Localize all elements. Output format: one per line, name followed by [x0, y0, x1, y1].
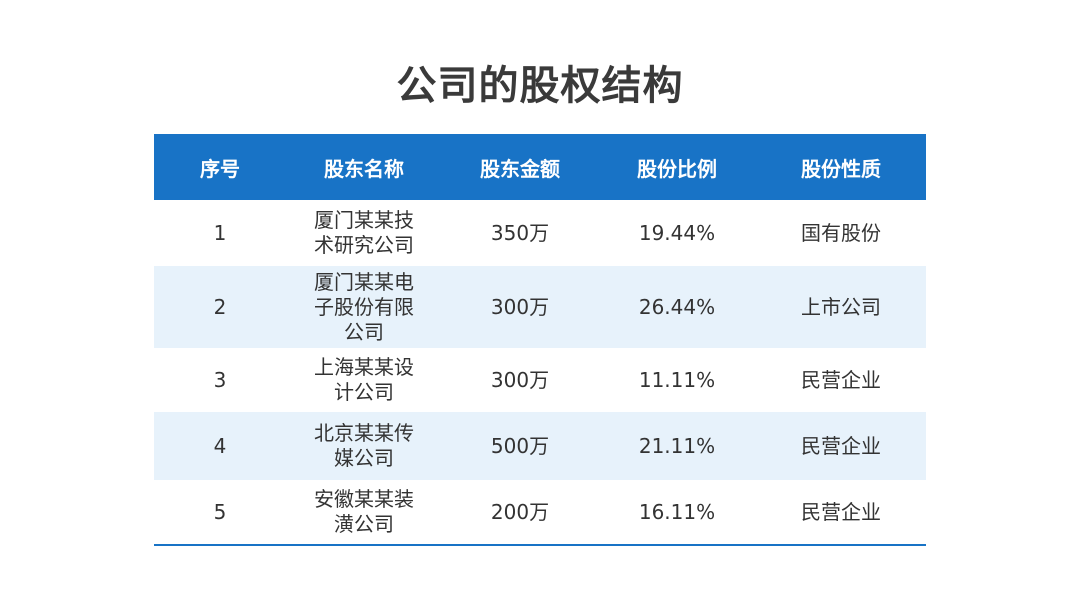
- cell-nature: 国有股份: [756, 200, 926, 266]
- cell-index: 5: [154, 480, 286, 546]
- cell-ratio: 11.11%: [598, 348, 756, 412]
- cell-amount: 300万: [442, 266, 598, 348]
- cell-amount: 300万: [442, 348, 598, 412]
- cell-name: 上海某某设计公司: [286, 348, 442, 412]
- cell-nature: 民营企业: [756, 412, 926, 480]
- cell-amount: 350万: [442, 200, 598, 266]
- header-amount: 股东金额: [442, 134, 598, 200]
- header-index: 序号: [154, 134, 286, 200]
- table-row: 2 厦门某某电子股份有限公司 300万 26.44% 上市公司: [154, 266, 926, 348]
- cell-index: 3: [154, 348, 286, 412]
- cell-index: 1: [154, 200, 286, 266]
- cell-name-text: 厦门某某电子股份有限公司: [314, 269, 414, 344]
- cell-name: 北京某某传媒公司: [286, 412, 442, 480]
- cell-name: 厦门某某电子股份有限公司: [286, 266, 442, 348]
- cell-name-text: 厦门某某技术研究公司: [314, 208, 414, 257]
- cell-name-text: 上海某某设计公司: [314, 355, 414, 404]
- cell-nature: 上市公司: [756, 266, 926, 348]
- cell-amount: 200万: [442, 480, 598, 546]
- equity-table: 序号 股东名称 股东金额 股份比例 股份性质 1 厦门某某技术研究公司 350万…: [154, 134, 926, 546]
- cell-ratio: 16.11%: [598, 480, 756, 546]
- table-row: 1 厦门某某技术研究公司 350万 19.44% 国有股份: [154, 200, 926, 266]
- cell-nature: 民营企业: [756, 480, 926, 546]
- table-row: 3 上海某某设计公司 300万 11.11% 民营企业: [154, 348, 926, 412]
- table-header-row: 序号 股东名称 股东金额 股份比例 股份性质: [154, 134, 926, 200]
- page-title: 公司的股权结构: [396, 63, 684, 109]
- cell-name: 安徽某某装潢公司: [286, 480, 442, 546]
- cell-name-text: 安徽某某装潢公司: [314, 487, 414, 536]
- cell-name: 厦门某某技术研究公司: [286, 200, 442, 266]
- header-shareholder-name: 股东名称: [286, 134, 442, 200]
- cell-nature: 民营企业: [756, 348, 926, 412]
- header-ratio: 股份比例: [598, 134, 756, 200]
- cell-amount: 500万: [442, 412, 598, 480]
- table-row: 5 安徽某某装潢公司 200万 16.11% 民营企业: [154, 480, 926, 546]
- cell-index: 2: [154, 266, 286, 348]
- cell-ratio: 21.11%: [598, 412, 756, 480]
- cell-ratio: 26.44%: [598, 266, 756, 348]
- cell-ratio: 19.44%: [598, 200, 756, 266]
- table-row: 4 北京某某传媒公司 500万 21.11% 民营企业: [154, 412, 926, 480]
- cell-name-text: 北京某某传媒公司: [314, 421, 414, 470]
- header-nature: 股份性质: [756, 134, 926, 200]
- cell-index: 4: [154, 412, 286, 480]
